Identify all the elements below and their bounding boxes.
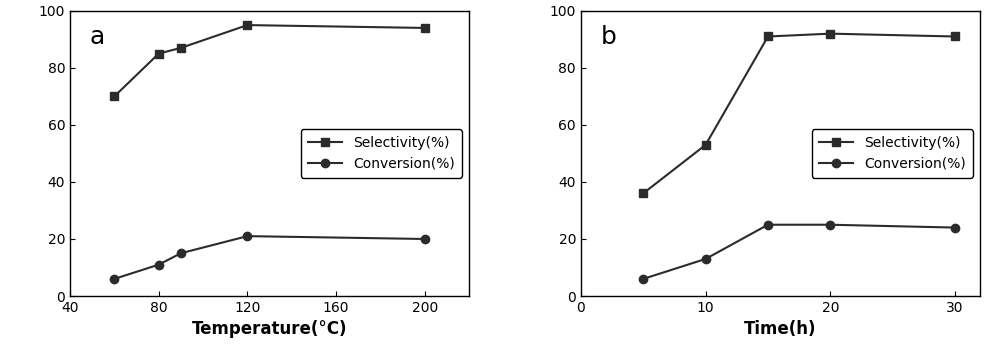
Selectivity(%) [153, 51, 165, 56]
Conversion(%) [949, 225, 961, 230]
Conversion(%) [762, 222, 774, 227]
Line: Conversion(%): Conversion(%) [110, 232, 429, 283]
X-axis label: Time(h): Time(h) [744, 321, 817, 338]
Legend: Selectivity(%), Conversion(%): Selectivity(%), Conversion(%) [812, 129, 973, 178]
Line: Selectivity(%): Selectivity(%) [639, 30, 959, 197]
X-axis label: Temperature(°C): Temperature(°C) [192, 321, 347, 338]
Conversion(%) [700, 257, 712, 261]
Conversion(%) [175, 251, 187, 256]
Selectivity(%) [762, 34, 774, 39]
Line: Selectivity(%): Selectivity(%) [110, 21, 429, 101]
Line: Conversion(%): Conversion(%) [639, 221, 959, 283]
Selectivity(%) [700, 143, 712, 147]
Selectivity(%) [175, 46, 187, 50]
Selectivity(%) [419, 26, 431, 30]
Selectivity(%) [824, 31, 836, 36]
Conversion(%) [241, 234, 253, 238]
Selectivity(%) [241, 23, 253, 27]
Conversion(%) [153, 262, 165, 267]
Selectivity(%) [637, 191, 649, 196]
Legend: Selectivity(%), Conversion(%): Selectivity(%), Conversion(%) [301, 129, 462, 178]
Conversion(%) [824, 222, 836, 227]
Text: b: b [601, 25, 617, 49]
Selectivity(%) [949, 34, 961, 39]
Text: a: a [90, 25, 105, 49]
Conversion(%) [419, 237, 431, 241]
Selectivity(%) [108, 94, 120, 99]
Conversion(%) [637, 277, 649, 281]
Conversion(%) [108, 277, 120, 281]
